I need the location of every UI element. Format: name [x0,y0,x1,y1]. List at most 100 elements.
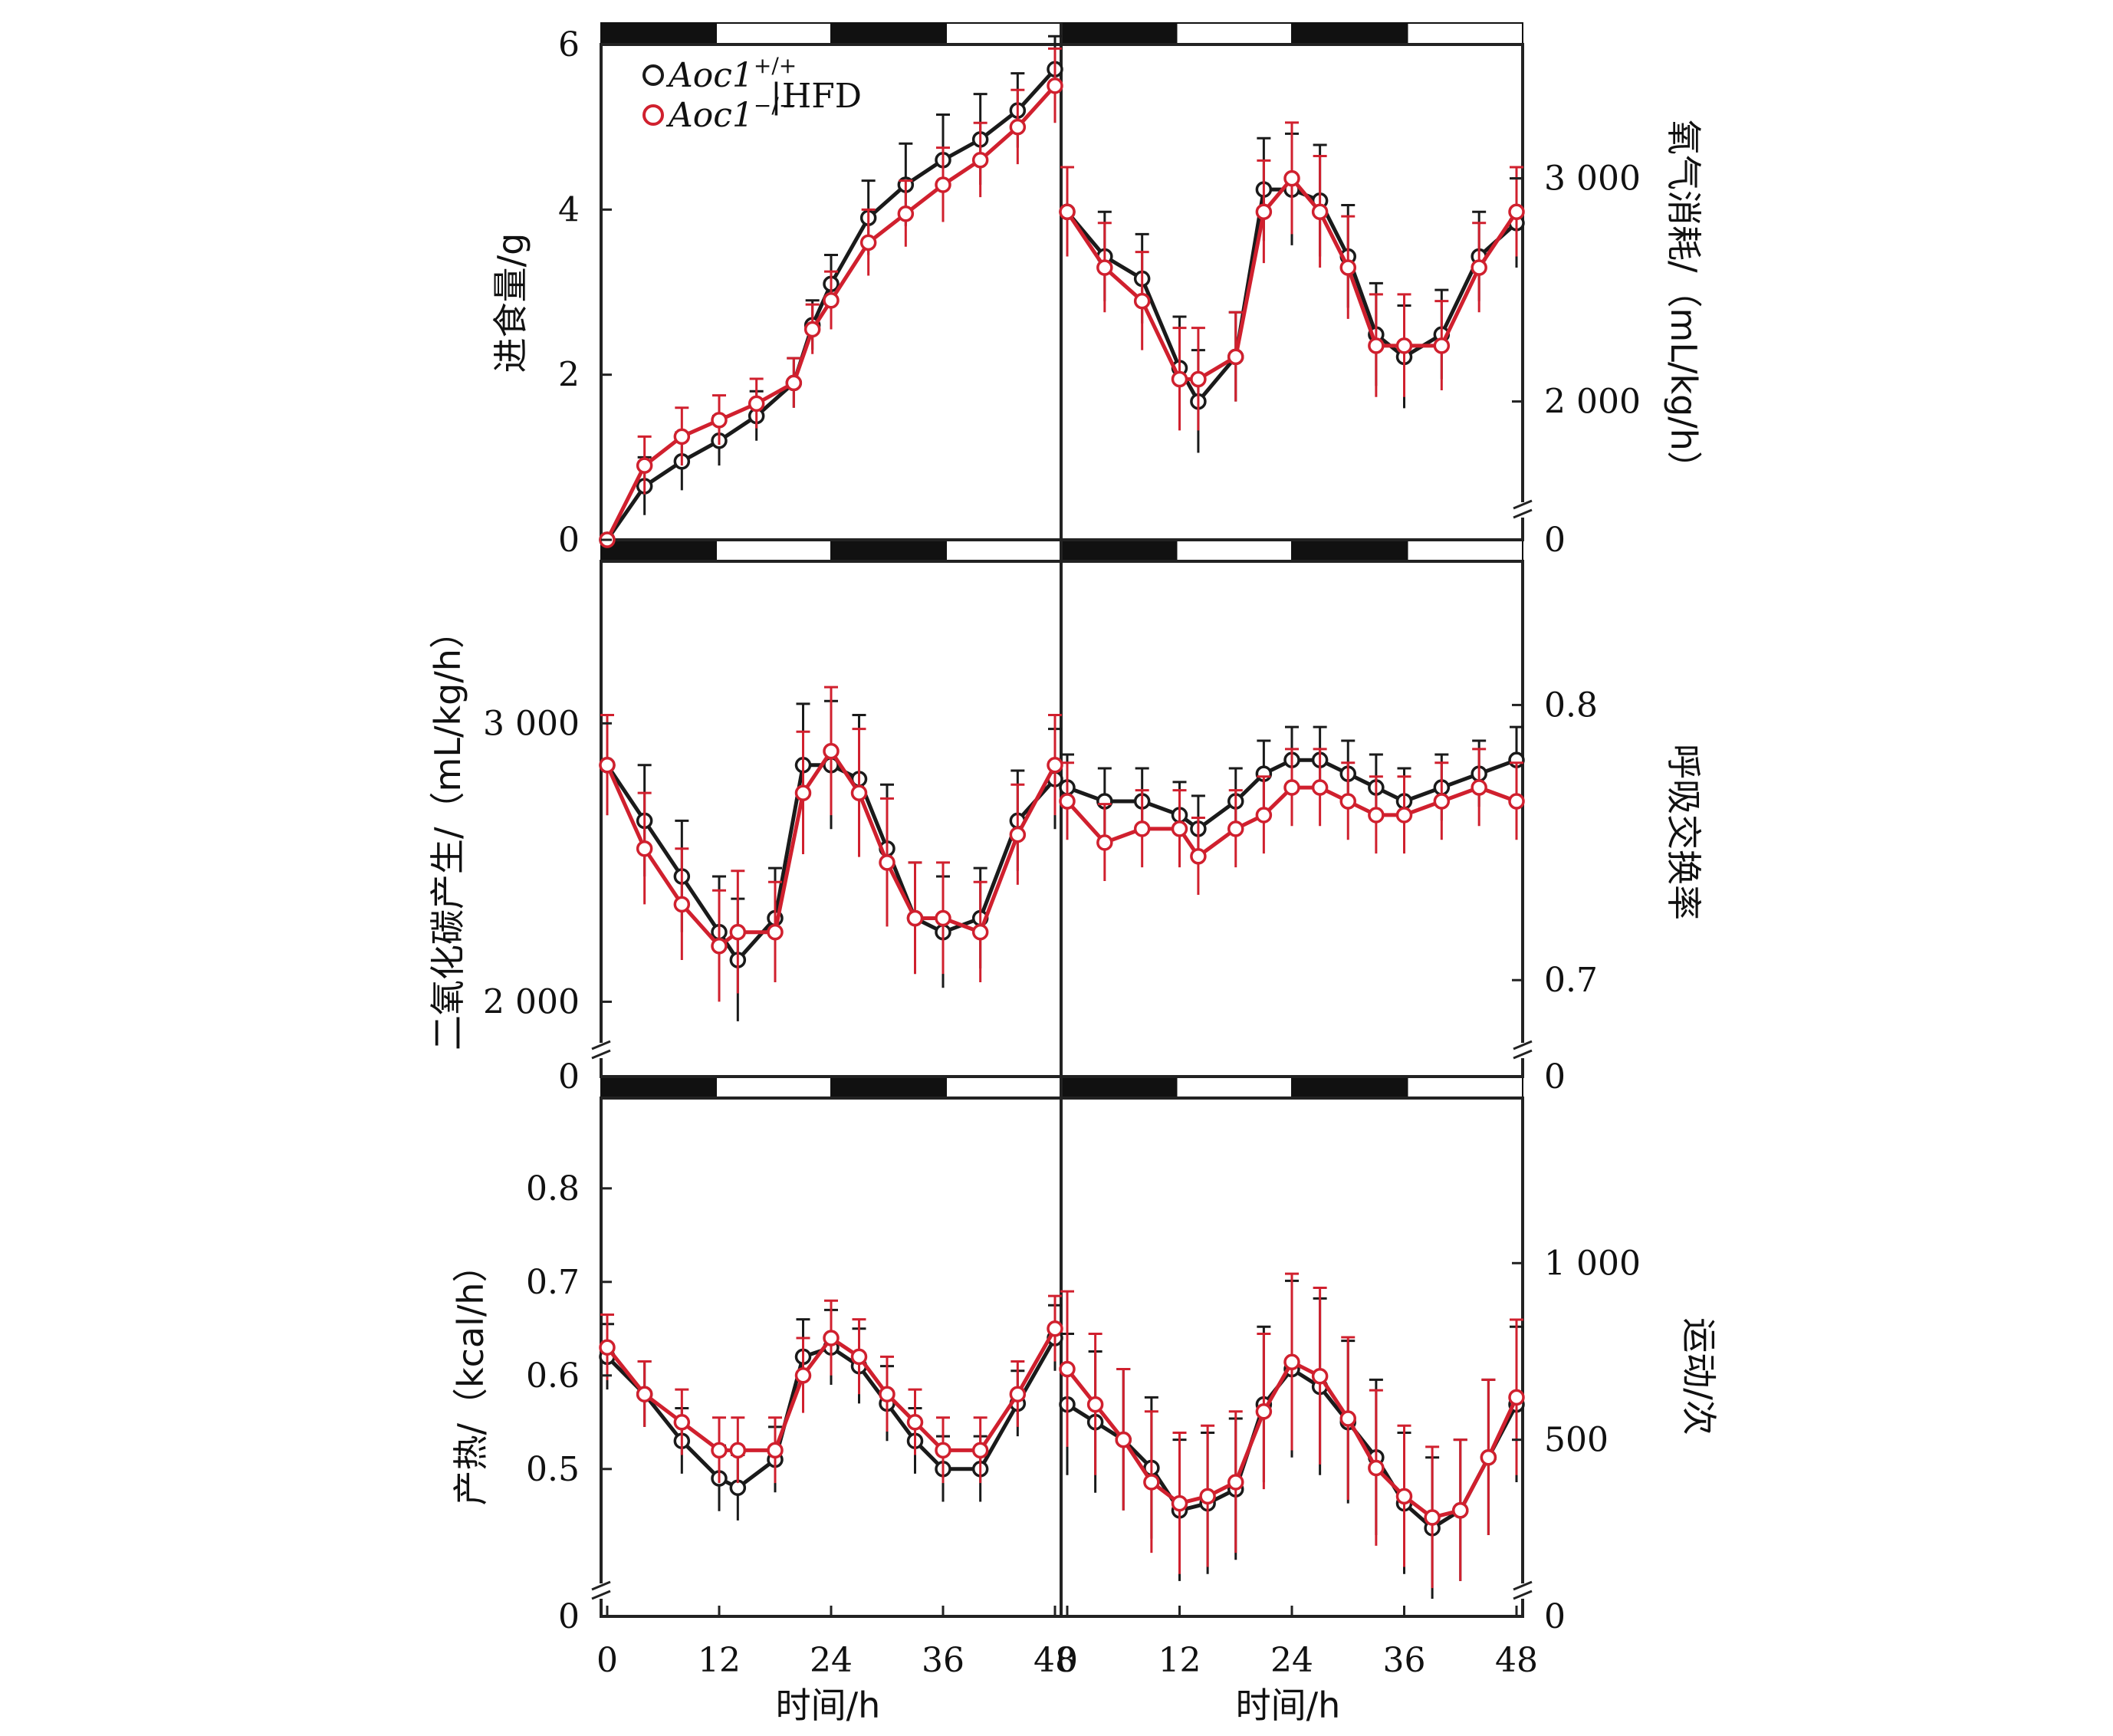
point-vo2-ko-13 [1471,259,1487,276]
xtick-label-c1-3: 36 [1383,1641,1426,1680]
ytick-label-rer-1: 0.8 [1544,686,1598,725]
phase-bar-light-r0-c1-s1 [1175,22,1293,45]
ytick-label-vo2-1: 3 000 [1544,159,1641,199]
phase-bar-light-r1-c1-s3 [1406,539,1523,562]
xtick-label-c0-0: 0 [596,1641,618,1680]
point-vco2-ko-3 [711,938,728,955]
xtick-label-c1-1: 12 [1158,1641,1201,1680]
point-vo2-ko-9 [1339,259,1356,276]
legend: Aoc1+/+ Aoc1−/− |HFD [642,53,862,135]
point-heat-ko-12 [971,1442,989,1459]
point-activity-ko-14 [1452,1502,1469,1519]
point-activity-ko-2 [1115,1431,1132,1448]
svg-text:Aoc1+/+: Aoc1+/+ [665,53,797,95]
legend-sup-ko: −/− [754,93,797,118]
point-rer-ko-10 [1368,807,1385,824]
point-vco2-ko-5 [767,923,784,941]
point-rer-ko-6 [1255,807,1273,824]
phase-bar-light-r0-c0-s3 [945,22,1062,45]
point-rer-ko-7 [1283,779,1300,796]
phase-bar-dark-r1-c0-s0 [600,539,717,562]
legend-entry-wt: Aoc1+/+ [642,53,797,95]
point-heat-ko-5 [767,1442,784,1459]
legend-gene-wt: Aoc1 [665,56,754,95]
svg-text:Aoc1−/−: Aoc1−/− [665,93,797,135]
axis-break-rer [1513,1040,1533,1060]
point-vco2-ko-2 [673,896,691,913]
point-heat-ko-6 [794,1367,812,1384]
zero-label-heat: 0 [558,1597,580,1636]
point-activity-ko-10 [1339,1410,1356,1427]
xtick-label-c1-2: 24 [1270,1641,1313,1680]
phase-bar-light-r2-c1-s3 [1406,1076,1523,1099]
point-food-ko-12 [1009,118,1027,136]
point-vo2-ko-10 [1368,337,1385,354]
point-food-ko-3 [711,412,728,429]
point-vo2-ko-12 [1433,337,1451,354]
point-heat-ko-9 [879,1386,895,1402]
series-activity-ko [1059,1272,1525,1589]
phase-bar-dark-r2-c1-s2 [1291,1076,1408,1099]
point-activity-ko-5 [1199,1488,1216,1505]
point-activity-ko-0 [1059,1360,1076,1378]
point-rer-ko-3 [1171,820,1188,837]
point-vo2-ko-0 [1059,203,1076,220]
axis-break-vco2 [591,1040,611,1060]
point-heat-ko-2 [673,1414,691,1431]
panel-food [599,35,1063,548]
ytick-label-food-2: 4 [558,190,580,229]
xtick-label-c0-3: 36 [922,1641,964,1680]
xtick-label-c0-1: 12 [698,1641,741,1680]
phase-bar-dark-r2-c0-s0 [600,1076,717,1099]
phase-bar-light-r0-c0-s1 [715,22,832,45]
point-rer-ko-14 [1508,793,1525,810]
point-rer-ko-12 [1433,793,1451,810]
xtick-label-c0-4: 48 [1033,1641,1076,1680]
point-rer-ko-2 [1133,820,1151,837]
zero-label-vco2: 0 [558,1057,580,1097]
point-vo2-ko-5 [1227,348,1244,366]
ytick-label-food-3: 6 [558,25,580,64]
point-food-ko-10 [935,176,951,193]
ylabel-vo2: 氧气消耗/（mL/kg/h） [1663,120,1704,486]
phase-bar-dark-r0-c1-s2 [1291,22,1408,45]
point-rer-ko-13 [1471,779,1487,796]
point-food-ko-1 [636,457,653,474]
point-heat-ko-1 [636,1386,653,1402]
point-activity-ko-9 [1311,1367,1329,1385]
series-rer-ko [1059,748,1525,895]
point-vco2-ko-9 [879,854,895,871]
point-vo2-ko-2 [1133,292,1151,310]
point-vco2-ko-10 [906,909,924,927]
phase-bar-dark-r2-c0-s2 [830,1076,947,1099]
point-food-ko-9 [897,205,915,222]
point-rer-ko-0 [1059,793,1076,810]
point-heat-ko-8 [850,1348,868,1366]
point-vco2-ko-14 [1047,757,1063,774]
phase-bar-dark-r0-c0-s0 [600,22,717,45]
point-vco2-ko-12 [971,923,989,941]
point-heat-ko-7 [823,1330,840,1346]
zero-label-rer: 0 [1544,1057,1566,1097]
point-vco2-ko-8 [850,784,868,801]
point-vo2-ko-3 [1171,370,1188,388]
ytick-label-heat-0: 0.5 [526,1450,580,1489]
ylabel-activity: 运动/次 [1678,1317,1720,1435]
ytick-label-food-0: 0 [558,521,580,560]
light-dark-bars [600,22,1523,1099]
point-vo2-ko-6 [1255,203,1273,220]
point-vo2-ko-11 [1395,337,1413,354]
point-rer-ko-5 [1227,820,1244,837]
point-activity-ko-15 [1480,1448,1497,1466]
legend-marker-wt [642,64,664,86]
axis-break-vo2 [1513,499,1533,519]
ytick-label-activity-2: 1 000 [1544,1244,1641,1283]
point-vco2-ko-13 [1009,826,1027,843]
point-food-ko-8 [859,234,877,252]
phase-bar-dark-r1-c1-s0 [1060,539,1178,562]
point-vo2-ko-1 [1096,259,1113,276]
point-vo2-ko-7 [1283,169,1300,187]
point-food-ko-7 [823,292,840,309]
axis-titles: 进食量/g 氧气消耗/（mL/kg/h） 二氧化碳产生/（mL/kg/h） 呼吸… [427,120,1720,1726]
